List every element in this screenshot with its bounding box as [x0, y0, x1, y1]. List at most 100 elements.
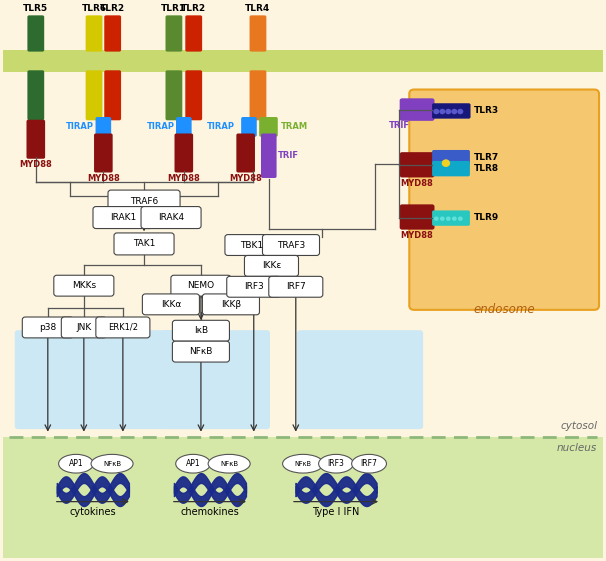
Text: NEMO: NEMO: [187, 281, 215, 290]
FancyBboxPatch shape: [61, 317, 107, 338]
FancyBboxPatch shape: [225, 234, 279, 255]
Text: NFκB: NFκB: [103, 461, 121, 467]
Circle shape: [458, 109, 464, 114]
FancyBboxPatch shape: [27, 70, 44, 120]
Text: TAK1: TAK1: [133, 240, 155, 249]
FancyBboxPatch shape: [432, 210, 470, 226]
Text: IKKε: IKKε: [262, 261, 281, 270]
FancyBboxPatch shape: [269, 277, 323, 297]
FancyBboxPatch shape: [85, 70, 102, 120]
Text: TIRAP: TIRAP: [147, 122, 175, 131]
Text: TIRAP: TIRAP: [66, 122, 95, 131]
FancyBboxPatch shape: [261, 134, 276, 178]
Bar: [3, 438, 603, 558]
Text: TLR2: TLR2: [100, 3, 125, 12]
Ellipse shape: [208, 454, 250, 473]
FancyBboxPatch shape: [108, 190, 180, 212]
Text: TIRAP: TIRAP: [207, 122, 235, 131]
FancyBboxPatch shape: [96, 117, 111, 137]
Text: MYD88: MYD88: [167, 173, 200, 182]
FancyBboxPatch shape: [22, 317, 73, 338]
Ellipse shape: [176, 454, 210, 473]
Circle shape: [434, 217, 439, 221]
Circle shape: [458, 217, 463, 221]
FancyBboxPatch shape: [165, 70, 182, 120]
FancyBboxPatch shape: [27, 119, 45, 159]
Text: IKKα: IKKα: [161, 300, 181, 309]
FancyBboxPatch shape: [93, 206, 153, 228]
FancyBboxPatch shape: [54, 275, 114, 296]
Text: TLR6: TLR6: [81, 3, 107, 12]
FancyBboxPatch shape: [241, 117, 257, 137]
FancyBboxPatch shape: [262, 234, 319, 255]
FancyBboxPatch shape: [409, 90, 599, 310]
Text: TLR1: TLR1: [161, 3, 187, 12]
Text: MYD88: MYD88: [401, 179, 433, 188]
Text: TLR4: TLR4: [245, 3, 271, 12]
Text: IRAK1: IRAK1: [110, 213, 136, 222]
FancyBboxPatch shape: [250, 70, 267, 120]
Circle shape: [451, 109, 458, 114]
FancyBboxPatch shape: [432, 103, 470, 118]
FancyBboxPatch shape: [172, 320, 230, 341]
Text: AP1: AP1: [186, 459, 201, 468]
FancyBboxPatch shape: [104, 15, 121, 52]
FancyBboxPatch shape: [227, 277, 281, 297]
Text: NFκB: NFκB: [220, 461, 238, 467]
Text: TLR2: TLR2: [181, 3, 206, 12]
FancyBboxPatch shape: [202, 294, 259, 315]
Text: IKKβ: IKKβ: [221, 300, 241, 309]
Circle shape: [442, 159, 450, 167]
FancyBboxPatch shape: [185, 70, 202, 120]
FancyBboxPatch shape: [141, 206, 201, 228]
Ellipse shape: [91, 454, 133, 473]
Text: TRAF3: TRAF3: [277, 241, 305, 250]
Text: TRIF: TRIF: [388, 121, 410, 130]
Circle shape: [446, 217, 451, 221]
Text: Type I IFN: Type I IFN: [312, 507, 360, 517]
Ellipse shape: [59, 454, 93, 473]
Text: cytokines: cytokines: [70, 507, 116, 517]
Text: TLR8: TLR8: [474, 164, 499, 173]
Text: TLR9: TLR9: [474, 213, 499, 222]
Text: MYD88: MYD88: [87, 173, 120, 182]
Text: TLR5: TLR5: [23, 3, 48, 12]
Ellipse shape: [351, 454, 387, 473]
Text: IRF3: IRF3: [328, 459, 344, 468]
FancyBboxPatch shape: [400, 98, 435, 121]
Text: chemokines: chemokines: [181, 507, 239, 517]
Text: MYD88: MYD88: [19, 160, 52, 169]
FancyBboxPatch shape: [171, 275, 231, 296]
Text: TRAM: TRAM: [281, 122, 308, 131]
Circle shape: [439, 109, 445, 114]
Text: cytosol: cytosol: [560, 421, 598, 431]
Bar: [3, 50, 603, 72]
Circle shape: [445, 109, 451, 114]
Text: IRF3: IRF3: [244, 282, 264, 291]
FancyBboxPatch shape: [176, 117, 191, 137]
Text: IRAK4: IRAK4: [158, 213, 184, 222]
Text: AP1: AP1: [68, 459, 84, 468]
Text: TRIF: TRIF: [278, 151, 299, 160]
Text: MKKs: MKKs: [72, 281, 96, 290]
Text: IRF7: IRF7: [361, 459, 378, 468]
Text: ERK1/2: ERK1/2: [108, 323, 138, 332]
Text: TBK1: TBK1: [241, 241, 264, 250]
Text: NFκB: NFκB: [295, 461, 311, 467]
Text: IκB: IκB: [194, 327, 208, 335]
Ellipse shape: [319, 454, 353, 473]
Text: TRAF6: TRAF6: [130, 196, 158, 205]
FancyBboxPatch shape: [142, 294, 199, 315]
Circle shape: [452, 217, 457, 221]
FancyBboxPatch shape: [15, 330, 207, 429]
FancyBboxPatch shape: [244, 255, 299, 277]
FancyBboxPatch shape: [400, 152, 435, 177]
FancyBboxPatch shape: [297, 330, 423, 429]
Text: IRF7: IRF7: [286, 282, 305, 291]
FancyBboxPatch shape: [432, 150, 470, 165]
Text: TLR7: TLR7: [474, 153, 499, 162]
FancyBboxPatch shape: [250, 15, 267, 52]
FancyBboxPatch shape: [114, 233, 174, 255]
FancyBboxPatch shape: [185, 15, 202, 52]
Text: p38: p38: [39, 323, 56, 332]
